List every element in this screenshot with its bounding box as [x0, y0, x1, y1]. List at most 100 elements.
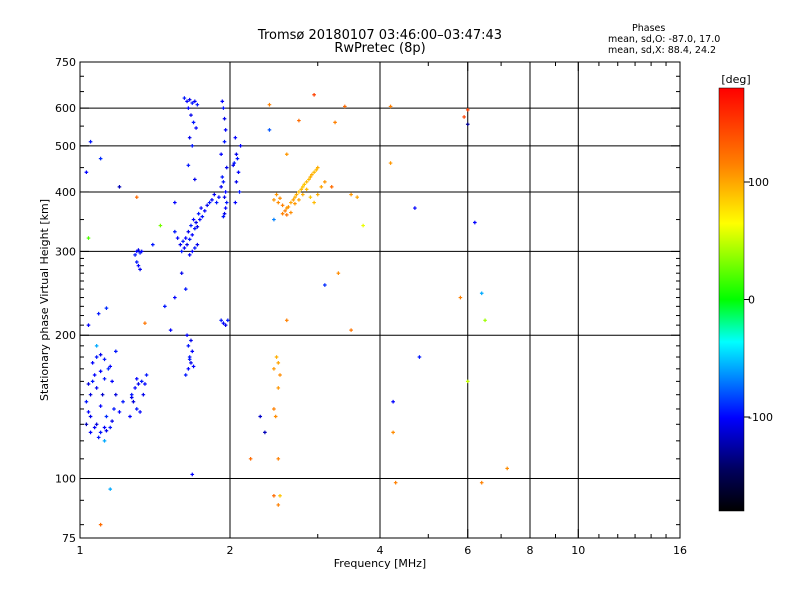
- x-tick-label: 4: [377, 544, 384, 557]
- data-point: [272, 198, 276, 202]
- data-point: [276, 361, 281, 365]
- data-point: [190, 144, 195, 148]
- data-point: [138, 410, 142, 414]
- data-point: [343, 104, 347, 109]
- data-point: [178, 242, 183, 247]
- data-point: [183, 287, 188, 291]
- data-point: [286, 205, 291, 209]
- data-point: [222, 139, 227, 144]
- data-point: [222, 195, 227, 199]
- data-point: [133, 253, 137, 257]
- data-point: [289, 200, 293, 205]
- data-point: [182, 96, 187, 100]
- data-point: [90, 379, 95, 384]
- data-point: [182, 246, 187, 250]
- data-point: [465, 379, 470, 384]
- data-point: [323, 283, 327, 287]
- data-point: [193, 177, 197, 182]
- data-point: [108, 425, 113, 430]
- data-point: [473, 220, 477, 225]
- data-point: [224, 165, 229, 170]
- data-point: [104, 306, 109, 310]
- x-tick-label: 6: [464, 544, 471, 557]
- data-point: [143, 321, 147, 325]
- data-point: [267, 128, 272, 132]
- data-point: [304, 187, 309, 192]
- data-point: [505, 466, 509, 471]
- data-point: [312, 170, 316, 175]
- data-point: [94, 344, 99, 348]
- x-tick-label: 16: [673, 544, 687, 557]
- stats-heading: Phases: [632, 23, 666, 34]
- data-point: [221, 106, 226, 110]
- data-point: [280, 211, 285, 216]
- data-point: [417, 355, 422, 359]
- data-point: [280, 203, 285, 208]
- data-point: [272, 407, 276, 411]
- colorbar-tick-label: -100: [748, 411, 773, 424]
- data-point: [88, 430, 93, 435]
- data-point: [391, 430, 395, 435]
- data-point: [191, 217, 196, 222]
- y-tick-label: 600: [55, 102, 76, 115]
- data-point: [267, 102, 272, 107]
- data-point: [195, 224, 200, 229]
- colorbar: [719, 88, 744, 511]
- data-point: [276, 503, 281, 507]
- data-point: [462, 115, 466, 119]
- data-point: [96, 311, 101, 316]
- x-tick-label: 8: [527, 544, 534, 557]
- data-point: [222, 116, 227, 121]
- data-point: [221, 214, 226, 219]
- data-point: [284, 213, 289, 217]
- data-point: [94, 386, 99, 390]
- data-point: [88, 139, 93, 144]
- data-point: [133, 386, 137, 390]
- data-point: [274, 192, 279, 197]
- x-axis-title: Frequency [MHz]: [334, 557, 426, 570]
- data-point: [221, 180, 226, 184]
- data-point: [92, 425, 97, 430]
- data-point: [248, 457, 253, 461]
- data-point: [195, 102, 200, 107]
- data-point: [212, 192, 217, 197]
- data-point: [136, 382, 141, 386]
- data-point: [138, 267, 142, 272]
- data-point: [336, 271, 341, 275]
- data-point: [86, 236, 91, 240]
- data-point: [186, 163, 191, 168]
- data-point: [108, 364, 113, 369]
- data-point: [187, 237, 192, 242]
- data-point: [297, 198, 301, 202]
- data-point: [194, 220, 198, 225]
- data-point: [129, 395, 134, 400]
- data-point: [198, 217, 202, 222]
- data-point: [333, 120, 337, 125]
- data-point: [301, 185, 305, 189]
- data-point: [179, 249, 184, 254]
- data-point: [94, 422, 99, 427]
- data-point: [226, 318, 230, 323]
- data-point: [223, 206, 228, 210]
- data-point: [214, 200, 219, 205]
- data-point: [278, 493, 282, 498]
- data-point: [196, 211, 201, 216]
- data-point: [237, 190, 242, 194]
- stats-o-mode: mean, sd,O: -87.0, 17.0: [608, 34, 721, 45]
- data-point: [185, 242, 189, 247]
- data-point: [98, 352, 103, 357]
- data-point: [190, 472, 195, 477]
- data-point: [272, 217, 276, 222]
- colorbar-label: [deg]: [721, 73, 750, 86]
- data-point: [210, 198, 214, 202]
- data-point: [391, 399, 395, 404]
- y-tick-label: 500: [55, 140, 76, 153]
- data-point: [349, 192, 353, 197]
- data-point: [222, 211, 227, 216]
- data-point: [276, 457, 281, 461]
- data-point: [139, 249, 144, 254]
- data-point: [179, 271, 184, 275]
- data-point: [183, 373, 188, 377]
- data-point: [86, 410, 91, 414]
